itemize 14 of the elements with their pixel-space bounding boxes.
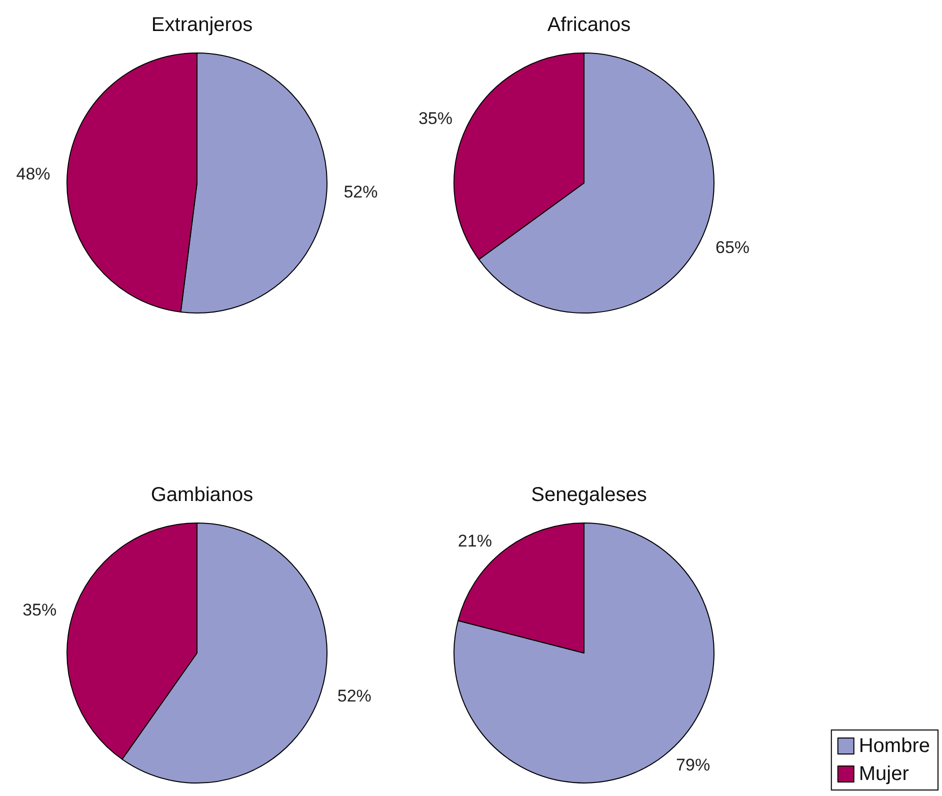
data-label: 65% bbox=[716, 238, 750, 257]
chart-title: Extranjeros bbox=[151, 14, 253, 36]
data-label: 35% bbox=[418, 109, 452, 128]
data-label: 48% bbox=[16, 164, 50, 184]
data-label: 52% bbox=[337, 686, 372, 706]
legend-label: Hombre bbox=[858, 735, 930, 757]
data-label: 79% bbox=[676, 756, 710, 775]
data-label: 52% bbox=[344, 182, 378, 202]
chart-title: Senegaleses bbox=[531, 484, 647, 506]
data-label: 21% bbox=[458, 531, 492, 550]
chart-title: Gambianos bbox=[150, 484, 254, 506]
data-label: 35% bbox=[22, 600, 57, 620]
legend-label: Mujer bbox=[858, 763, 910, 785]
chart-title: Africanos bbox=[547, 14, 631, 36]
